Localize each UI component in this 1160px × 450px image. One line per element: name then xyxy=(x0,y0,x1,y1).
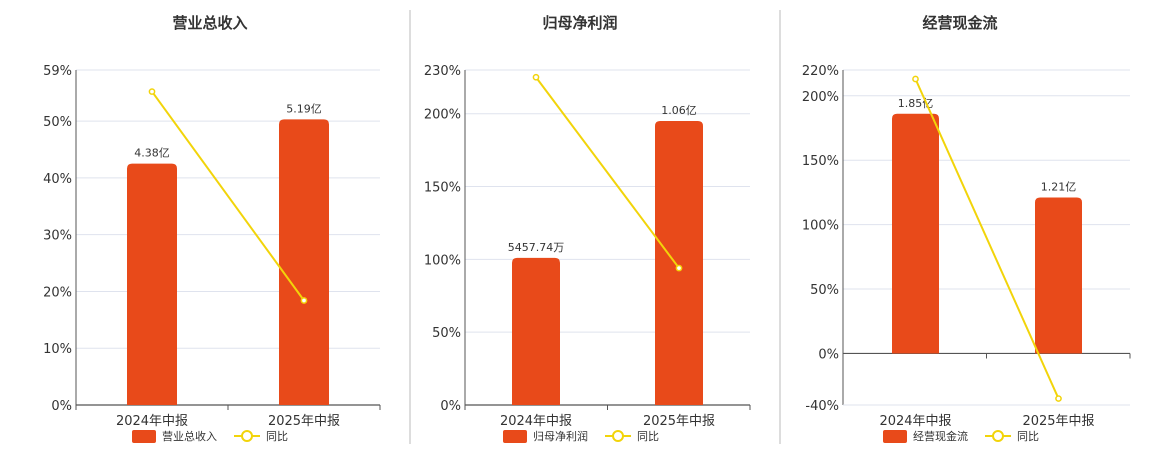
y-tick-label: 50% xyxy=(810,283,839,298)
bar-data-label: 1.06亿 xyxy=(661,104,697,117)
x-tick-label: 2025年中报 xyxy=(643,414,715,429)
legend-label: 经营现金流 xyxy=(913,429,968,443)
yoy-line xyxy=(914,78,1060,399)
yoy-point xyxy=(1055,395,1062,402)
bar xyxy=(892,113,939,354)
y-tick-label: 230% xyxy=(424,64,461,79)
x-tick-label: 2025年中报 xyxy=(1022,414,1094,429)
y-tick-label: 59% xyxy=(43,64,72,79)
y-tick-label: 20% xyxy=(43,285,72,300)
y-tick-label: 50% xyxy=(43,115,72,130)
bar-data-label: 5.19亿 xyxy=(286,102,322,115)
legend-bar-swatch xyxy=(883,430,907,443)
bar xyxy=(279,119,329,405)
y-tick-label: 200% xyxy=(424,108,461,123)
chart-title: 营业总收入 xyxy=(172,14,247,32)
chart-panel-2: 归母净利润 0% 50% 100% 150% 200% 230% 5457.74万 1.06亿 2… xyxy=(424,14,751,443)
yoy-line xyxy=(535,76,680,269)
x-tick-label: 2024年中报 xyxy=(879,414,951,429)
legend-label: 同比 xyxy=(637,430,659,443)
x-tick-label: 2024年中报 xyxy=(116,414,188,429)
yoy-line xyxy=(151,90,305,302)
y-tick-label: 10% xyxy=(43,342,72,357)
yoy-point xyxy=(148,88,156,95)
legend-label: 同比 xyxy=(266,430,288,443)
yoy-point xyxy=(912,75,919,83)
chart-title: 经营现金流 xyxy=(922,14,997,32)
bar-data-label: 5457.74万 xyxy=(508,241,565,254)
chart-panel-1: 营业总收入 0% 10% 20% 30% 40% 50% 59% 4.38亿 5.19亿 2024年… xyxy=(43,14,381,443)
bar xyxy=(127,163,177,405)
y-tick-label: 30% xyxy=(43,229,72,244)
chart-title: 归母净利润 xyxy=(542,14,617,32)
yoy-point xyxy=(300,297,308,304)
bar-data-label: 1.21亿 xyxy=(1041,181,1077,194)
y-tick-label: 40% xyxy=(43,172,72,187)
y-tick-label: 220% xyxy=(802,64,839,79)
y-tick-label: 100% xyxy=(802,219,839,234)
chart-panel-3: 经营现金流-40%0%50%100%150%200%220%1.85亿1.21亿… xyxy=(802,14,1131,443)
legend-line-marker xyxy=(992,430,1004,442)
y-tick-label: -40% xyxy=(805,399,839,414)
yoy-point xyxy=(532,73,540,81)
y-tick-label: 0% xyxy=(440,399,461,414)
bar-data-label: 4.38亿 xyxy=(134,147,170,160)
yoy-point xyxy=(675,264,683,272)
x-tick-label: 2024年中报 xyxy=(500,414,572,429)
legend-label: 同比 xyxy=(1017,430,1039,443)
legend-line-marker xyxy=(612,430,624,442)
bar xyxy=(512,257,560,405)
y-tick-label: 0% xyxy=(818,347,839,362)
legend-label: 归母净利润 xyxy=(533,429,588,443)
y-tick-label: 50% xyxy=(432,326,461,341)
y-tick-label: 150% xyxy=(802,154,839,169)
bar xyxy=(1035,197,1082,354)
y-tick-label: 150% xyxy=(424,181,461,196)
legend-label: 营业总收入 xyxy=(162,429,217,443)
y-tick-label: 200% xyxy=(802,90,839,105)
x-tick-label: 2025年中报 xyxy=(268,414,340,429)
legend-line-marker xyxy=(241,430,253,442)
legend-bar-swatch xyxy=(132,430,156,443)
y-tick-label: 100% xyxy=(424,253,461,268)
y-tick-label: 0% xyxy=(51,399,72,414)
bar xyxy=(655,120,703,405)
legend-bar-swatch xyxy=(503,430,527,443)
